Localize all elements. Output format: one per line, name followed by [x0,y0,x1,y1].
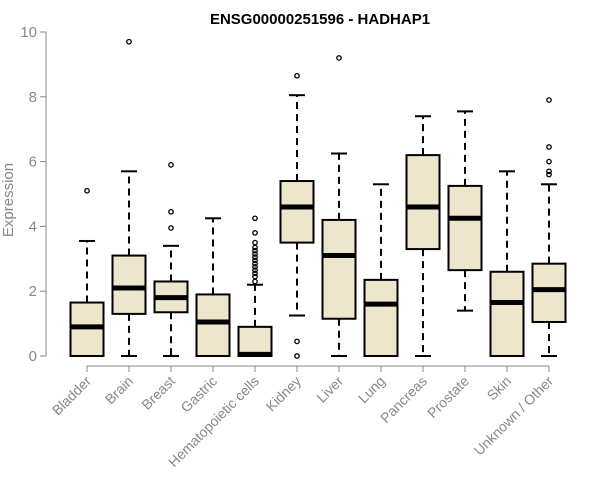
iqr-box [237,325,273,357]
box-skin [489,170,525,358]
iqr-box [447,184,483,272]
outlier-point [546,158,552,165]
outlier-point [252,247,258,254]
outlier-point [546,144,552,150]
outlier-point [252,270,258,277]
outlier-point [252,260,258,267]
outlier-point [252,257,258,264]
iqr-box [111,254,147,315]
y-tick-label: 10 [20,24,37,41]
x-tick-label: Skin [484,373,515,404]
box-prostate [447,110,483,312]
outlier-point [294,353,300,359]
iqr-box [531,262,567,323]
x-tick-label: Liver [313,373,346,406]
x-tick-label: Brain [102,373,136,407]
box-unknown-other [531,97,567,357]
y-tick-label: 6 [29,154,37,171]
box-gastric [195,217,231,358]
x-tick-label: Breast [138,373,178,413]
x-tick-label: Bladder [49,373,95,419]
outlier-point [84,187,90,194]
box-hematopoietic-cells [237,215,273,357]
outlier-point [126,38,132,45]
y-axis-label: Expression [0,163,17,237]
chart-title: ENSG00000251596 - HADHAP1 [210,11,430,28]
iqr-box [489,270,525,358]
outlier-point [294,338,300,345]
box-breast [153,161,189,357]
outlier-point [252,239,258,246]
iqr-box [405,154,441,251]
x-tick-label: Unknown / Other [471,373,557,459]
outlier-point [168,225,174,231]
outlier-point [168,161,174,168]
x-tick-label: Lung [355,373,388,406]
iqr-box [279,180,315,244]
box-pancreas [405,115,441,357]
outlier-point [252,230,258,236]
iqr-box [195,293,231,358]
outlier-point [336,55,342,61]
box-bladder [69,187,105,358]
y-axis: 0 2 4 6 8 10 [20,24,47,365]
outlier-point [252,254,258,261]
y-tick-label: 4 [29,218,37,235]
box-liver [321,55,357,357]
outlier-point [546,97,552,103]
outlier-point [252,273,258,280]
outlier-point [252,264,258,270]
outlier-point [546,168,552,175]
box-lung [363,183,399,357]
iqr-box [363,278,399,357]
y-tick-label: 8 [29,89,37,106]
iqr-box [321,218,357,320]
box-kidney [279,72,315,359]
box-brain [111,38,147,357]
box-group [69,38,567,359]
outlier-point [168,208,174,215]
x-tick-label: Kidney [263,373,305,415]
y-tick-label: 0 [29,348,37,365]
outlier-point [252,251,258,257]
outlier-point [252,267,258,273]
outlier-point [252,278,258,285]
outlier-point [294,72,300,79]
x-tick-label: Prostate [424,373,472,421]
outlier-point [546,171,552,178]
outlier-point [252,215,258,222]
x-tick-label: Pancreas [377,373,430,426]
y-tick-label: 2 [29,283,37,300]
